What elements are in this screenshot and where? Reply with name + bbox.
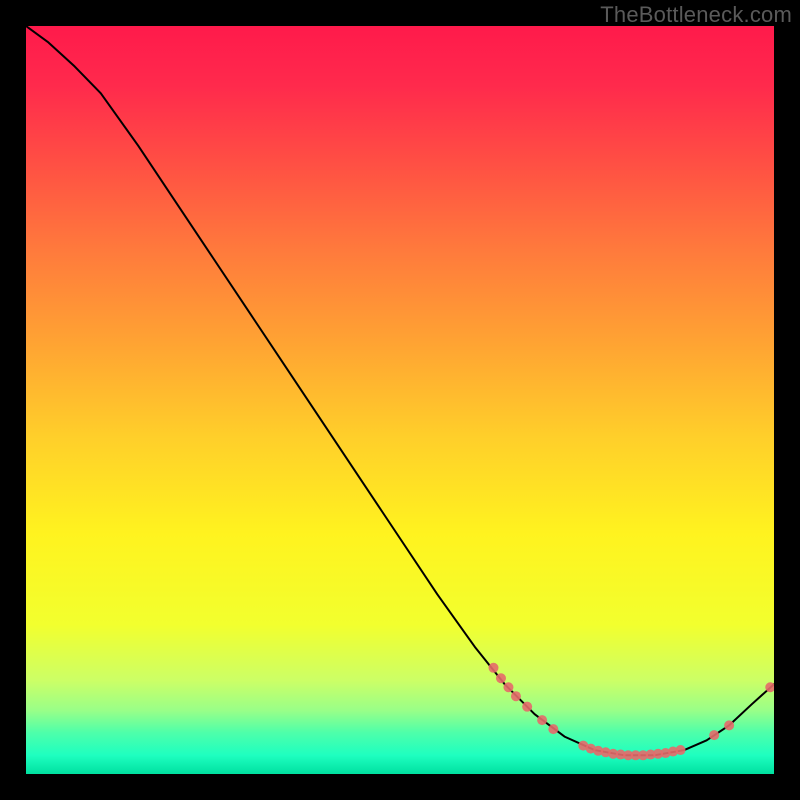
data-point-marker <box>724 720 734 730</box>
data-point-marker <box>489 663 499 673</box>
data-point-marker <box>537 715 547 725</box>
watermark-text: TheBottleneck.com <box>600 2 792 28</box>
data-point-marker <box>496 673 506 683</box>
bottleneck-curve-chart <box>26 26 774 774</box>
data-point-marker <box>709 730 719 740</box>
chart-canvas: TheBottleneck.com <box>0 0 800 800</box>
data-point-marker <box>511 691 521 701</box>
chart-background <box>26 26 774 774</box>
data-point-marker <box>522 702 532 712</box>
data-point-marker <box>548 724 558 734</box>
data-point-marker <box>503 682 513 692</box>
data-point-marker <box>676 745 686 755</box>
